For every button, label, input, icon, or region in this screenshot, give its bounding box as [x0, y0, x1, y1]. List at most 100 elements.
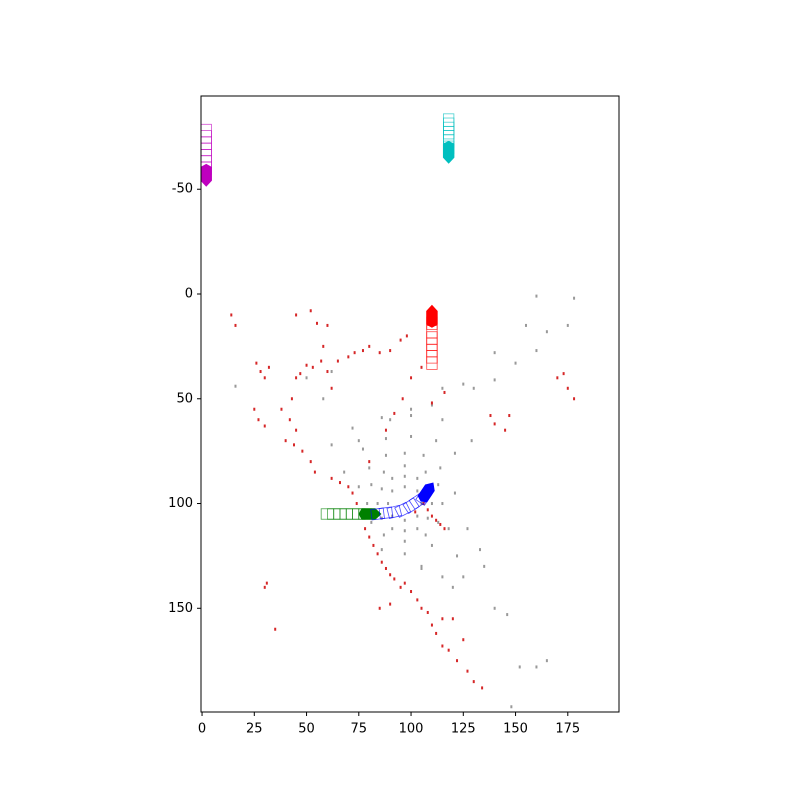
point	[493, 378, 496, 382]
point	[403, 529, 406, 533]
x-tick-label: 25	[246, 722, 263, 737]
point	[405, 334, 408, 338]
point	[330, 443, 333, 447]
point	[556, 376, 559, 380]
point	[403, 518, 406, 522]
point	[330, 370, 333, 374]
point	[416, 598, 419, 602]
point	[382, 533, 385, 537]
x-tick-label: 100	[399, 722, 424, 737]
point	[265, 581, 268, 585]
point	[435, 518, 438, 522]
point	[263, 424, 266, 428]
point	[311, 365, 314, 369]
point	[263, 585, 266, 589]
point	[338, 481, 341, 485]
point	[430, 502, 433, 506]
y-tick-label: -50	[172, 182, 193, 197]
point	[399, 585, 402, 589]
point	[462, 382, 465, 386]
point	[403, 552, 406, 556]
y-tick-label: 0	[185, 287, 193, 302]
point	[424, 533, 427, 537]
point	[430, 514, 433, 518]
point	[535, 349, 538, 353]
heading-arrow	[417, 482, 435, 503]
point	[414, 510, 417, 514]
point	[451, 585, 454, 589]
x-tick-label: 50	[298, 722, 315, 737]
point	[384, 566, 387, 570]
point	[391, 514, 394, 518]
point	[305, 363, 308, 367]
point	[416, 476, 419, 480]
point	[403, 581, 406, 585]
trajectory-box	[386, 504, 403, 519]
point	[343, 470, 346, 474]
point	[441, 502, 444, 506]
point	[426, 516, 429, 520]
heading-arrow	[426, 304, 438, 328]
point	[451, 617, 454, 621]
x-tick-label: 75	[351, 722, 368, 737]
point	[435, 631, 438, 635]
point	[274, 627, 277, 631]
point	[545, 330, 548, 334]
point	[439, 466, 442, 470]
point	[447, 527, 450, 531]
point	[293, 443, 296, 447]
point	[263, 376, 266, 380]
point	[472, 680, 475, 684]
point	[295, 313, 298, 317]
y-tick-label: 150	[168, 601, 193, 616]
point	[288, 418, 291, 422]
point	[410, 434, 413, 438]
point	[472, 386, 475, 390]
point	[410, 590, 413, 594]
point	[387, 502, 390, 506]
point	[489, 414, 492, 418]
point	[351, 491, 354, 495]
point	[330, 476, 333, 480]
point	[320, 359, 323, 363]
plot-area	[200, 113, 576, 709]
point	[430, 401, 433, 405]
point	[426, 508, 429, 512]
point	[380, 487, 383, 491]
point	[573, 296, 576, 300]
point	[351, 426, 354, 430]
point	[322, 344, 325, 348]
point	[441, 575, 444, 579]
point	[380, 416, 383, 420]
trajectory-box	[378, 506, 394, 520]
point	[483, 564, 486, 568]
point	[309, 309, 312, 313]
point	[393, 411, 396, 415]
point	[479, 548, 482, 552]
point	[535, 294, 538, 298]
x-tick-label: 125	[451, 722, 476, 737]
point	[441, 418, 444, 422]
point	[305, 376, 308, 380]
point	[562, 372, 565, 376]
point	[234, 323, 237, 327]
point	[315, 321, 318, 325]
point	[481, 686, 484, 690]
point	[410, 407, 413, 411]
point	[466, 527, 469, 531]
point	[504, 428, 507, 432]
point	[430, 403, 433, 407]
point	[376, 552, 379, 556]
point	[330, 386, 333, 390]
point	[322, 397, 325, 401]
point	[393, 577, 396, 581]
point	[403, 464, 406, 468]
point	[295, 428, 298, 432]
point	[368, 466, 371, 470]
point	[443, 390, 446, 394]
point	[424, 470, 427, 474]
point	[493, 606, 496, 610]
point	[368, 535, 371, 539]
point	[326, 370, 329, 374]
